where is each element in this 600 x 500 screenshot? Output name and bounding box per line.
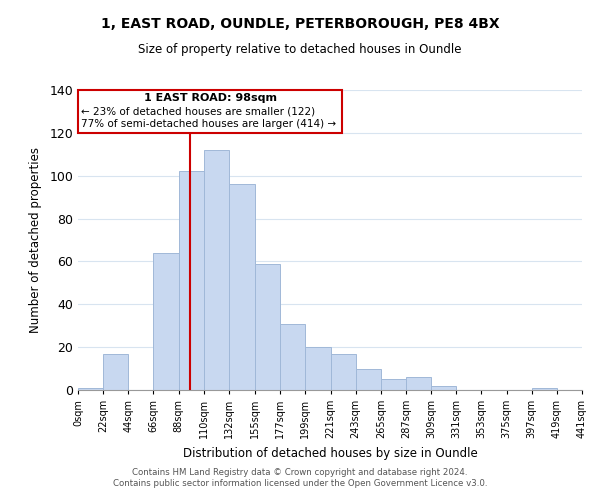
- Bar: [356, 368, 381, 390]
- Text: Size of property relative to detached houses in Oundle: Size of property relative to detached ho…: [138, 42, 462, 56]
- Bar: [280, 324, 305, 390]
- Bar: [229, 184, 255, 390]
- Bar: [179, 172, 204, 390]
- Text: Contains HM Land Registry data © Crown copyright and database right 2024.
Contai: Contains HM Land Registry data © Crown c…: [113, 468, 487, 487]
- Bar: [331, 354, 356, 390]
- Bar: [78, 90, 342, 133]
- X-axis label: Distribution of detached houses by size in Oundle: Distribution of detached houses by size …: [182, 446, 478, 460]
- Bar: [381, 380, 406, 390]
- Text: 1, EAST ROAD, OUNDLE, PETERBOROUGH, PE8 4BX: 1, EAST ROAD, OUNDLE, PETERBOROUGH, PE8 …: [101, 18, 499, 32]
- Bar: [305, 347, 331, 390]
- Text: 77% of semi-detached houses are larger (414) →: 77% of semi-detached houses are larger (…: [82, 119, 337, 129]
- Text: ← 23% of detached houses are smaller (122): ← 23% of detached houses are smaller (12…: [82, 106, 316, 116]
- Text: 1 EAST ROAD: 98sqm: 1 EAST ROAD: 98sqm: [143, 93, 277, 103]
- Bar: [204, 150, 229, 390]
- Bar: [431, 386, 456, 390]
- Bar: [103, 354, 128, 390]
- Bar: [154, 253, 179, 390]
- Bar: [406, 377, 431, 390]
- Bar: [78, 388, 103, 390]
- Bar: [255, 264, 280, 390]
- Bar: [532, 388, 557, 390]
- Y-axis label: Number of detached properties: Number of detached properties: [29, 147, 43, 333]
